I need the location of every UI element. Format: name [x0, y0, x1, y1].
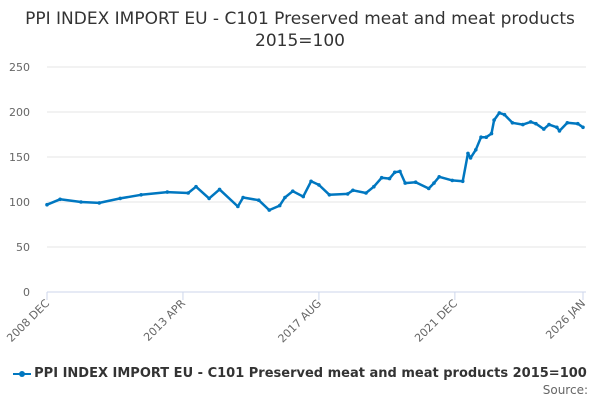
y-tick-label: 100: [9, 196, 30, 209]
y-tick-label: 50: [16, 241, 30, 254]
data-point: [290, 189, 295, 193]
data-point: [217, 187, 222, 192]
data-point: [492, 118, 496, 122]
legend[interactable]: PPI INDEX IMPORT EU - C101 Preserved mea…: [0, 366, 600, 381]
data-point: [301, 194, 306, 199]
data-point: [479, 135, 483, 139]
data-point: [521, 122, 525, 127]
data-point: [351, 188, 355, 193]
legend-label: PPI INDEX IMPORT EU - C101 Preserved mea…: [34, 366, 587, 381]
data-point: [398, 169, 402, 174]
data-point: [555, 125, 559, 130]
data-point: [236, 204, 240, 209]
data-point: [45, 202, 49, 207]
data-point: [575, 121, 580, 126]
data-point: [186, 191, 190, 195]
data-point: [392, 170, 397, 175]
data-point: [466, 151, 470, 156]
data-point: [207, 196, 211, 201]
data-point: [241, 195, 245, 200]
data-point: [581, 125, 585, 130]
source-label: Source:: [542, 383, 588, 397]
series-line: [46, 111, 584, 212]
data-point: [426, 186, 431, 191]
data-point: [139, 193, 143, 197]
data-point: [557, 129, 562, 133]
data-point: [565, 121, 570, 125]
x-tick-label: 2017 AUG: [276, 297, 325, 346]
data-point: [510, 121, 515, 125]
data-point: [437, 175, 441, 179]
data-point: [541, 127, 546, 131]
x-tick-label: 2021 DEC: [412, 297, 460, 345]
data-point: [277, 203, 282, 208]
y-tick-label: 0: [23, 286, 30, 299]
data-point: [118, 196, 123, 201]
x-tick-label: 2026 JAN: [543, 297, 588, 342]
data-point: [372, 184, 376, 189]
y-tick-label: 200: [9, 106, 30, 119]
data-point: [283, 195, 287, 200]
x-tick-label: 2013 APR: [141, 297, 188, 344]
data-point: [450, 178, 455, 183]
data-point: [474, 148, 478, 152]
data-point: [387, 176, 392, 181]
data-point: [460, 179, 465, 184]
data-point: [165, 190, 170, 194]
data-point: [267, 208, 272, 212]
y-tick-label: 150: [9, 151, 30, 164]
data-point: [345, 192, 350, 196]
data-point: [403, 181, 408, 185]
data-point: [484, 135, 489, 139]
data-point: [432, 181, 436, 185]
data-point: [79, 200, 83, 204]
data-point: [547, 122, 551, 127]
data-point: [528, 120, 533, 124]
data-point: [97, 201, 102, 205]
data-point: [317, 183, 321, 187]
data-point: [256, 198, 261, 202]
y-tick-label: 250: [9, 61, 30, 74]
data-point: [489, 131, 494, 136]
data-point: [327, 193, 332, 197]
data-point: [58, 197, 62, 202]
chart-title: PPI INDEX IMPORT EU - C101 Preserved mea…: [25, 9, 575, 51]
data-point: [379, 175, 384, 180]
data-point: [534, 121, 538, 126]
data-point: [364, 191, 368, 195]
data-point: [502, 112, 507, 117]
data-point: [468, 156, 473, 160]
data-point: [497, 111, 502, 115]
data-point: [194, 184, 198, 189]
x-tick-label: 2008 DEC: [4, 297, 52, 345]
data-point: [413, 180, 418, 184]
data-point: [309, 179, 313, 184]
legend-line-icon: [13, 370, 32, 377]
